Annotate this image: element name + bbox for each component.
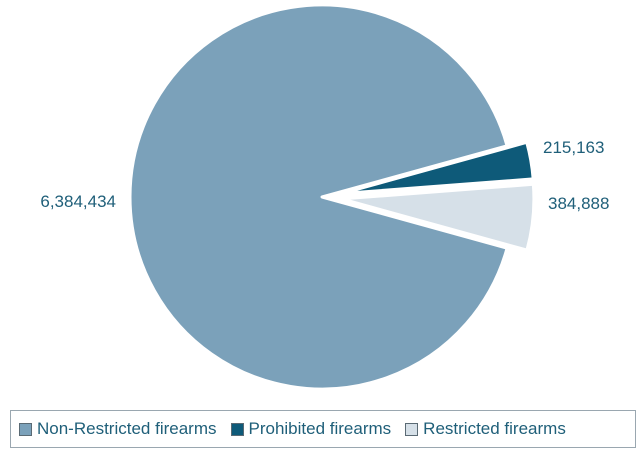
data-label-non-restricted: 6,384,434 — [40, 192, 116, 211]
legend-label-prohibited: Prohibited firearms — [248, 419, 392, 438]
legend-label-restricted: Restricted firearms — [423, 419, 566, 438]
legend-label-non-restricted: Non-Restricted firearms — [37, 419, 217, 438]
legend-item-non-restricted: Non-Restricted firearms — [19, 419, 217, 439]
pie-slice-prohibited — [340, 140, 535, 196]
legend-swatch-prohibited — [230, 422, 244, 436]
data-label-prohibited: 215,163 — [543, 138, 604, 157]
data-label-restricted: 384,888 — [548, 194, 609, 213]
legend-swatch-non-restricted — [19, 422, 32, 436]
pie-slice-restricted — [340, 182, 536, 252]
pie-slice-non-restricted — [128, 3, 509, 391]
legend-item-restricted: Restricted firearms — [405, 419, 566, 439]
chart-legend: Non-Restricted firearms Prohibited firea… — [10, 410, 636, 448]
pie-chart-plot: 6,384,434 215,163 384,888 — [40, 3, 609, 391]
legend-item-prohibited: Prohibited firearms — [230, 419, 392, 439]
legend-swatch-restricted — [405, 422, 419, 436]
